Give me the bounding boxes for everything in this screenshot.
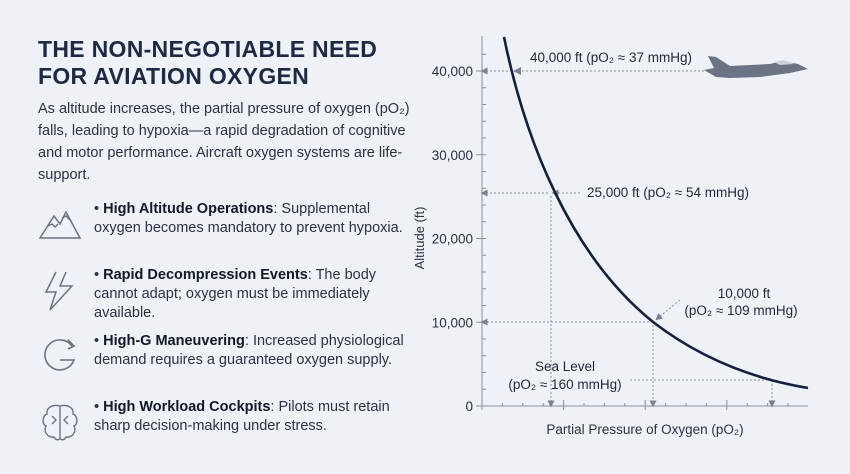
- bullet-heading: High Altitude Operations: [103, 201, 274, 217]
- y-tick-label: 20,000: [432, 232, 473, 247]
- intro-paragraph: As altitude increases, the partial press…: [38, 101, 410, 183]
- bullet-rapid-decompression: • Rapid Decompression Events: The body c…: [38, 266, 413, 330]
- annotation-10000-line2: (pO₂ ≈ 109 mmHg): [684, 303, 797, 318]
- y-axis-label: Altitude (ft): [412, 207, 427, 270]
- bullet-heading: High-G Maneuvering: [103, 333, 245, 349]
- annotation-25000: 25,000 ft (pO₂ ≈ 54 mmHg): [587, 185, 749, 200]
- annotation-sea-level-line2: (pO₂ ≈ 160 mmHg): [508, 377, 621, 392]
- axes: 0 10,000 20,000 30,000 40,000: [432, 36, 808, 414]
- g-force-icon: [44, 339, 76, 371]
- jet-icon: [704, 56, 808, 78]
- x-axis-label: Partial Pressure of Oxygen (pO₂): [546, 422, 743, 437]
- bullet-heading: Rapid Decompression Events: [103, 267, 308, 283]
- bullet-high-g: • High-G Maneuvering: Increased physiolo…: [38, 332, 413, 396]
- y-tick-label: 30,000: [432, 148, 473, 163]
- mountain-icon: [38, 210, 82, 239]
- y-tick-label: 0: [465, 399, 473, 414]
- annotation-sea-level-line1: Sea Level: [535, 359, 595, 374]
- bullet-body: : Increased physiological demand require…: [94, 333, 404, 368]
- bullet-body: : The body cannot adapt; oxygen must be …: [94, 267, 377, 321]
- lightning-icon: [44, 271, 74, 311]
- annotation-40000: 40,000 ft (pO₂ ≈ 37 mmHg): [530, 50, 692, 65]
- guide-lines: [480, 67, 776, 408]
- bullet-body: : Supplemental oxygen becomes mandatory …: [94, 201, 403, 236]
- brain-icon: [42, 404, 78, 441]
- oxygen-curve: [502, 36, 809, 390]
- y-tick-label: 10,000: [432, 315, 473, 330]
- bullet-high-altitude: • High Altitude Operations: Supplemental…: [38, 200, 413, 264]
- annotation-10000-line1: 10,000 ft: [718, 286, 771, 301]
- arrowhead-40000: [513, 67, 521, 75]
- arrow-10000-curve: [655, 299, 681, 321]
- bullet-body: : Pilots must retain sharp decision-maki…: [94, 399, 390, 434]
- bullet-high-workload: • High Workload Cockpits: Pilots must re…: [38, 398, 413, 462]
- page-title: The Non-Negotiable Need for Aviation Oxy…: [38, 36, 378, 89]
- y-tick-label: 40,000: [432, 64, 473, 79]
- bullet-heading: High Workload Cockpits: [103, 399, 271, 415]
